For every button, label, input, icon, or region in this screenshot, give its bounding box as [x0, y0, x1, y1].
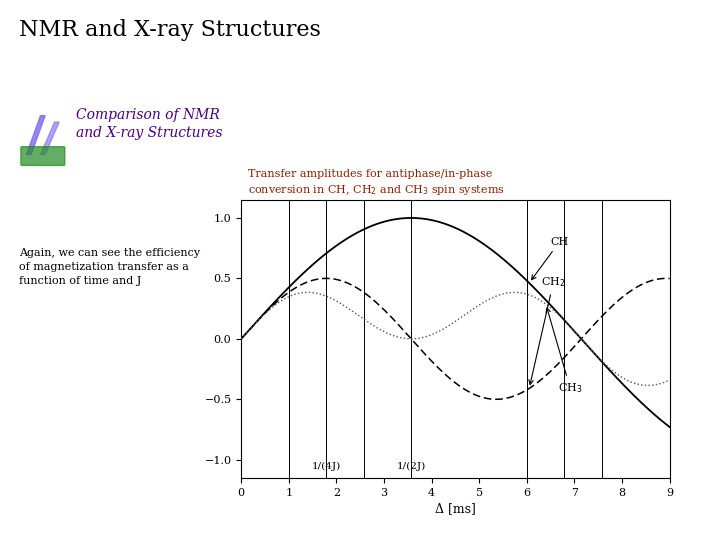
Text: CH$_3$: CH$_3$	[546, 308, 582, 395]
Text: CH$_2$: CH$_2$	[529, 275, 565, 384]
Polygon shape	[40, 122, 59, 154]
FancyBboxPatch shape	[21, 147, 65, 165]
Text: Comparison of NMR
and X-ray Structures: Comparison of NMR and X-ray Structures	[76, 108, 222, 140]
Text: 1/(2J): 1/(2J)	[397, 462, 426, 471]
Text: NMR and X-ray Structures: NMR and X-ray Structures	[19, 19, 321, 41]
Text: 1/(4J): 1/(4J)	[312, 462, 341, 471]
Polygon shape	[27, 116, 45, 154]
Text: Transfer amplitudes for antiphase/in-phase
conversion in CH, CH$_2$ and CH$_3$ s: Transfer amplitudes for antiphase/in-pha…	[248, 169, 505, 197]
Text: CH: CH	[531, 237, 569, 280]
X-axis label: Δ [ms]: Δ [ms]	[435, 502, 476, 515]
Text: Again, we can see the efficiency
of magnetization transfer as a
function of time: Again, we can see the efficiency of magn…	[19, 248, 201, 286]
